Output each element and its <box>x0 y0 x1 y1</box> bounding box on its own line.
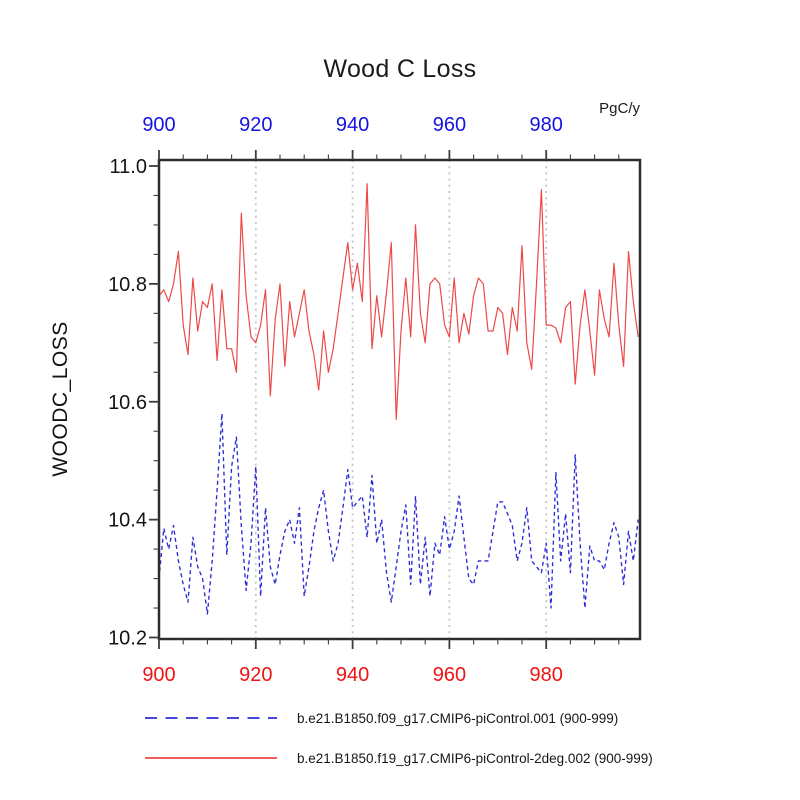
x-tick-label-bottom: 940 <box>336 664 369 686</box>
x-tick-label-bottom: 960 <box>433 664 466 686</box>
x-tick-label-top: 920 <box>239 114 272 136</box>
y-tick-label: 10.8 <box>108 274 147 296</box>
x-tick-label-top: 960 <box>433 114 466 136</box>
units-label: PgC/y <box>599 100 640 117</box>
legend-label: b.e21.B1850.f09_g17.CMIP6-piControl.001 … <box>297 710 619 726</box>
y-tick-label: 11.0 <box>110 156 147 178</box>
legend-item-picontrol-2deg-002: b.e21.B1850.f19_g17.CMIP6-piControl-2deg… <box>145 749 765 767</box>
series-line-0 <box>158 412 639 615</box>
legend: b.e21.B1850.f09_g17.CMIP6-piControl.001 … <box>145 709 765 789</box>
x-tick-label-top: 940 <box>336 114 369 136</box>
chart-title: Wood C Loss <box>323 55 477 83</box>
x-tick-label-bottom: 900 <box>142 664 175 686</box>
legend-line-sample-solid <box>145 757 277 759</box>
y-tick-label: 10.4 <box>108 510 147 532</box>
series-line-1 <box>158 183 639 420</box>
axis-tick-labels: 900 900 920 920 940 940 960 960 980 980 11.0 10.8 10… <box>108 114 563 686</box>
x-tick-label-bottom: 980 <box>530 664 563 686</box>
plot-frame <box>157 158 642 641</box>
x-gridlines <box>254 160 548 639</box>
legend-label: b.e21.B1850.f19_g17.CMIP6-piControl-2deg… <box>297 750 653 766</box>
y-tick-label: 10.6 <box>108 392 147 414</box>
x-tick-label-top: 980 <box>530 114 563 136</box>
legend-line-sample-dashed <box>145 717 277 719</box>
x-tick-label-top: 900 <box>142 114 175 136</box>
y-tick-label: 10.2 <box>108 628 147 650</box>
x-tick-label-bottom: 920 <box>239 664 272 686</box>
axis-ticks <box>149 150 620 649</box>
legend-item-picontrol-001: b.e21.B1850.f09_g17.CMIP6-piControl.001 … <box>145 709 765 727</box>
